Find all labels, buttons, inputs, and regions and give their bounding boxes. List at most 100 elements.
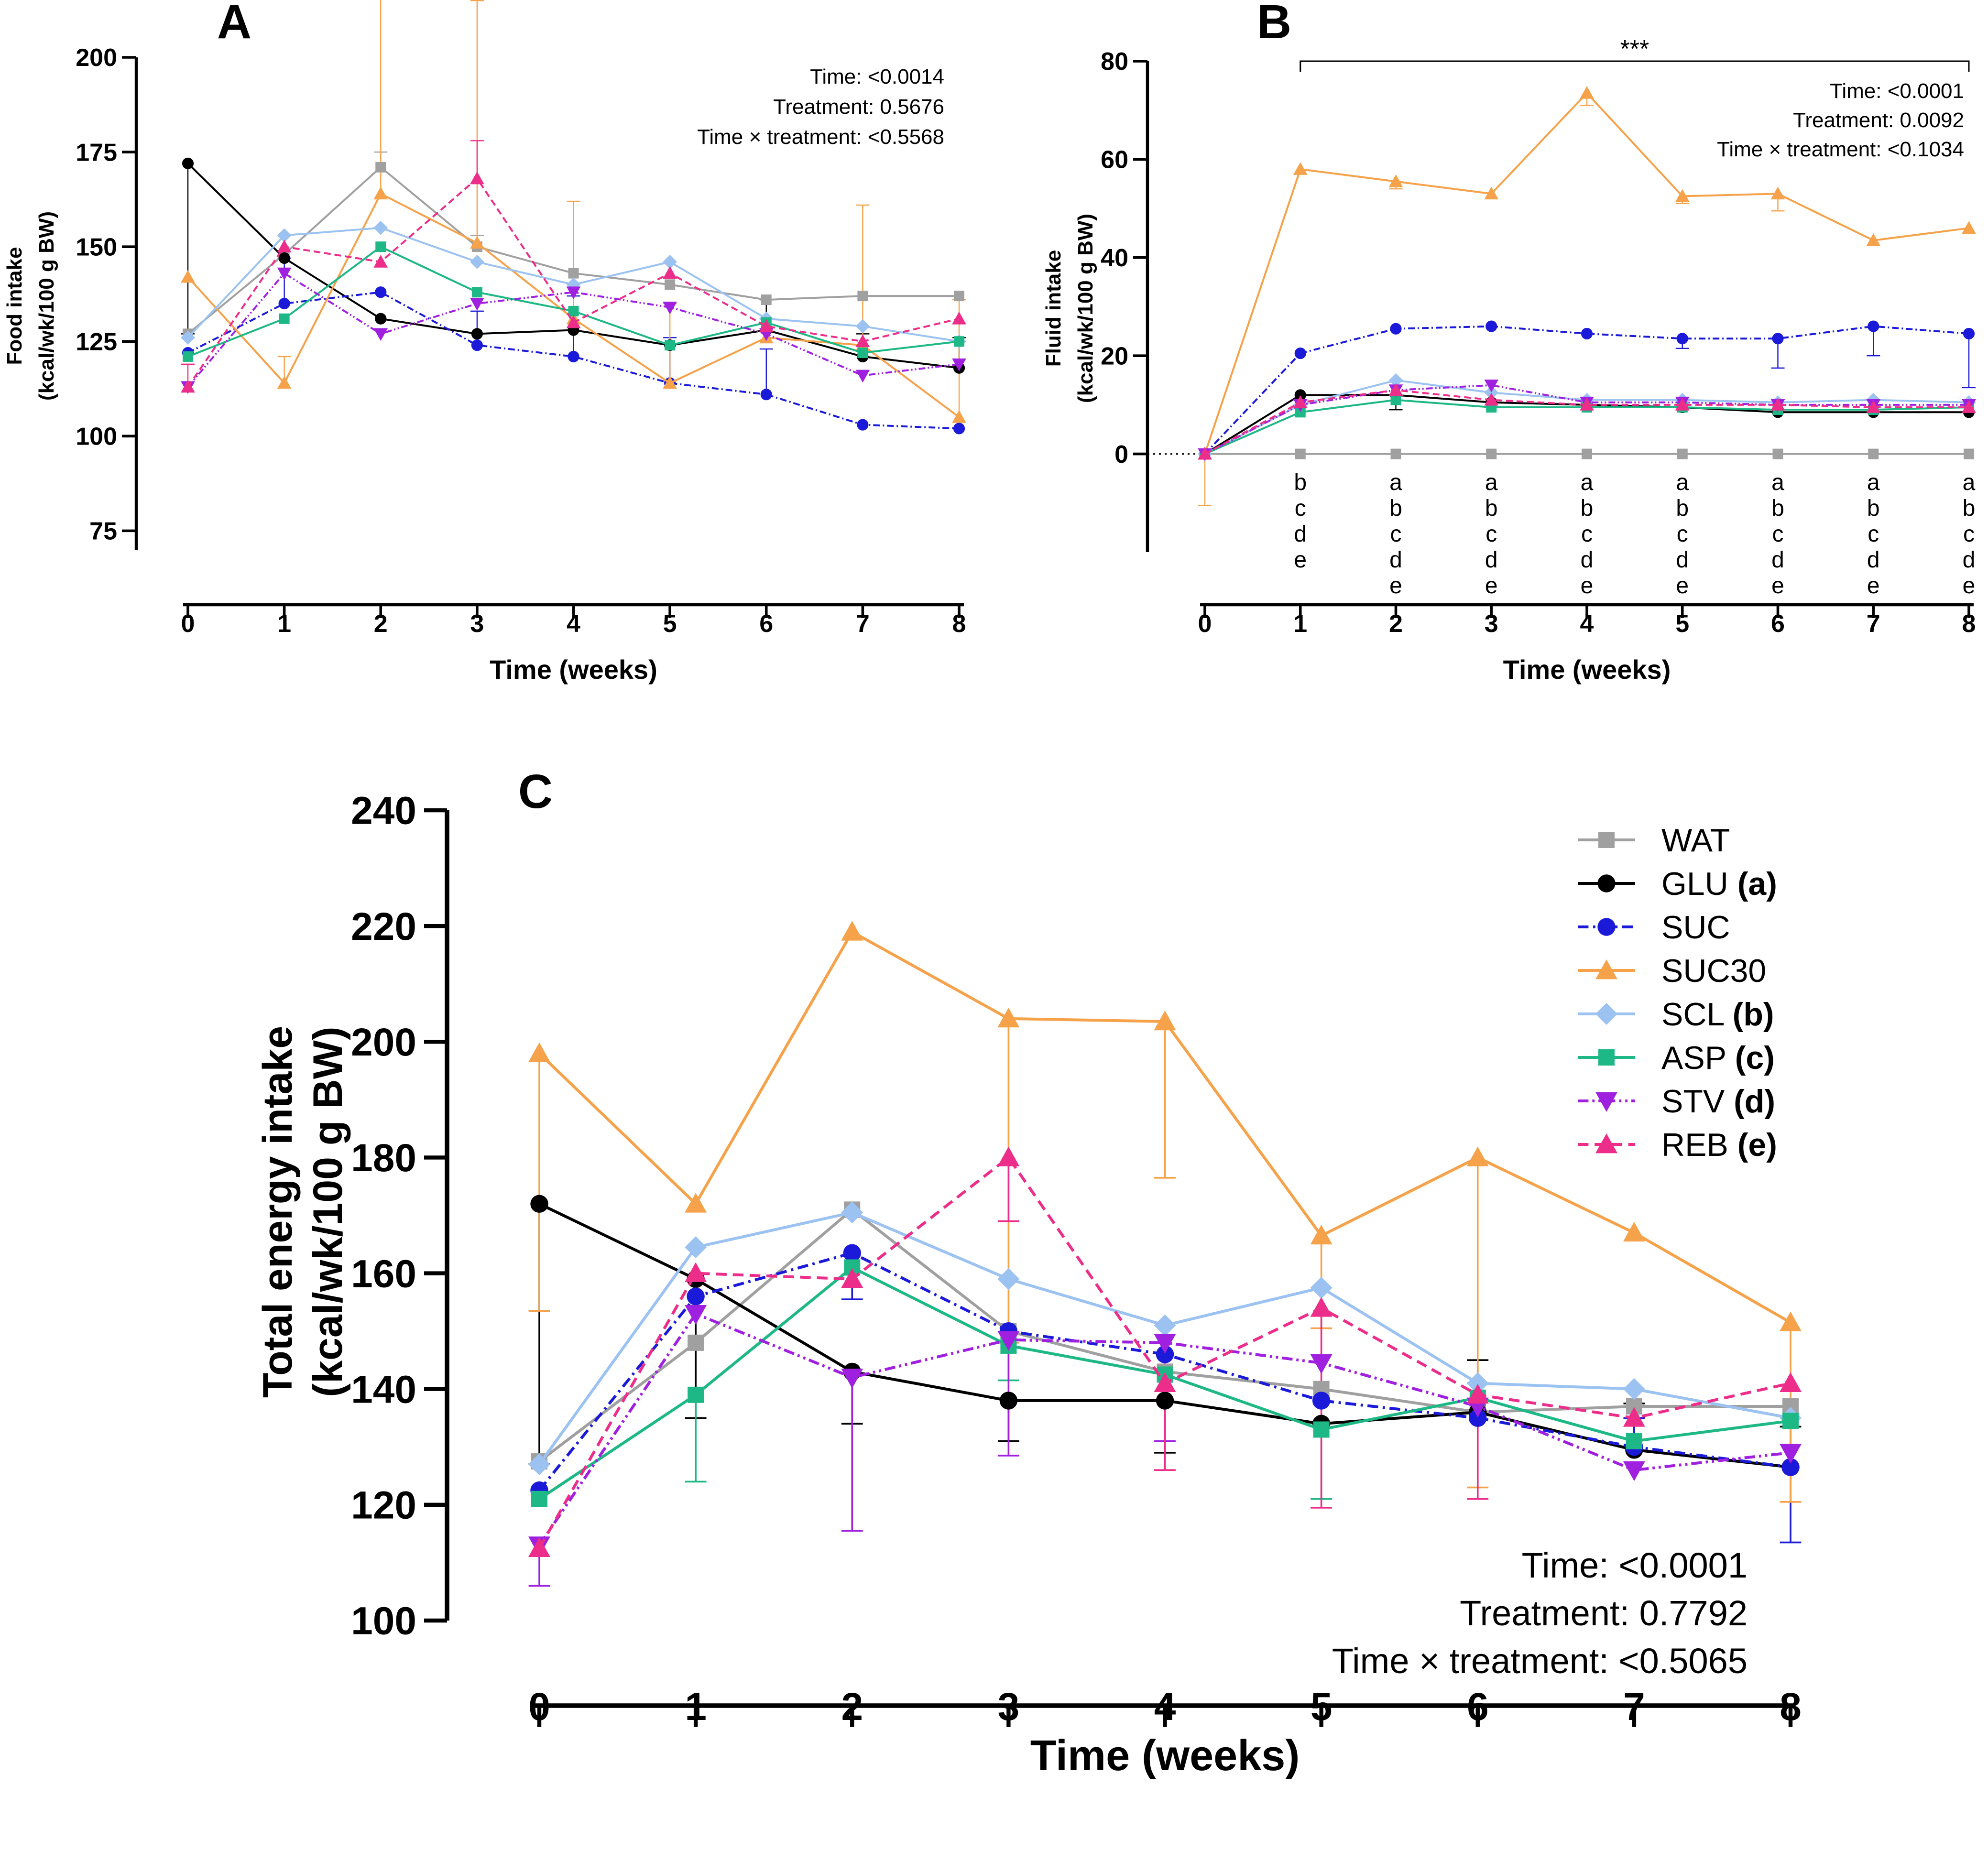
x-tick-label: 6 xyxy=(759,610,773,638)
data-point xyxy=(568,350,579,363)
data-point xyxy=(1623,1407,1645,1427)
data-point xyxy=(471,328,483,340)
y-tick-label: 240 xyxy=(351,789,416,833)
y-tick-label: 0 xyxy=(1114,441,1128,468)
x-tick-label: 2 xyxy=(841,1685,863,1729)
y-axis-title: Fluid intake xyxy=(1042,250,1065,367)
data-point xyxy=(841,921,863,941)
stats-line: Time × treatment: <0.5568 xyxy=(697,125,944,149)
data-point xyxy=(566,286,581,300)
data-point xyxy=(953,423,965,435)
data-point xyxy=(373,254,388,268)
data-point xyxy=(1466,1372,1489,1394)
data-point xyxy=(855,370,870,383)
data-point xyxy=(1310,1354,1333,1374)
significance-stars: *** xyxy=(1620,35,1649,63)
data-point xyxy=(857,291,868,302)
stats-line: Treatment: 0.7792 xyxy=(1460,1593,1748,1633)
data-point xyxy=(1154,1314,1176,1337)
data-point xyxy=(1390,323,1402,335)
legend-marker xyxy=(1598,832,1615,848)
data-point xyxy=(665,340,676,351)
data-point xyxy=(1623,1221,1645,1242)
y-tick-label: 200 xyxy=(351,1021,416,1064)
data-point xyxy=(1963,327,1975,340)
legend-group-tag: (d) xyxy=(1734,1083,1775,1120)
data-point xyxy=(954,291,964,302)
data-point xyxy=(855,319,870,334)
x-tick-label: 8 xyxy=(952,610,966,638)
legend-label: STV (d) xyxy=(1661,1083,1775,1120)
data-point xyxy=(1675,189,1690,202)
data-point xyxy=(688,1334,704,1351)
data-point xyxy=(181,330,195,345)
data-point xyxy=(1675,398,1690,411)
legend-item-stv: STV (d) xyxy=(1578,1083,1775,1120)
stats-line: Time × treatment: <0.1034 xyxy=(1717,138,1964,161)
legend-group-tag: (b) xyxy=(1733,996,1774,1033)
y-tick-label: 180 xyxy=(351,1136,416,1180)
data-point xyxy=(1310,1297,1333,1317)
data-point xyxy=(566,277,581,292)
data-point xyxy=(1293,395,1308,408)
x-tick-label: 0 xyxy=(1198,610,1212,638)
y-axis-title: (kcal/wk/100 g BW) xyxy=(305,1026,351,1397)
y-axis-title: Total energy intake xyxy=(255,1026,301,1398)
legend-marker xyxy=(1595,1133,1617,1154)
data-point xyxy=(1677,448,1688,459)
y-axis-title: (kcal/wk/100 g BW) xyxy=(35,211,58,401)
data-point xyxy=(1676,333,1688,345)
x-tick-label: 6 xyxy=(1771,610,1785,638)
x-tick-label: 5 xyxy=(663,610,677,638)
legend-label: ASP (c) xyxy=(1661,1040,1775,1076)
data-point xyxy=(685,1236,707,1259)
y-tick-label: 160 xyxy=(351,1252,416,1295)
x-tick-label: 3 xyxy=(998,1685,1020,1729)
data-point xyxy=(841,1268,863,1288)
y-tick-label: 40 xyxy=(1101,244,1128,272)
legend-name: SUC xyxy=(1661,909,1730,946)
x-tick-label: 4 xyxy=(1580,610,1594,638)
legend-group-tag: (c) xyxy=(1735,1040,1775,1076)
data-point xyxy=(1294,347,1306,359)
legend-label: SCL (b) xyxy=(1661,996,1774,1033)
data-point xyxy=(1484,186,1499,200)
data-point xyxy=(1313,1421,1330,1438)
data-point xyxy=(1484,392,1499,406)
x-tick-label: 8 xyxy=(1780,1685,1802,1729)
y-tick-label: 100 xyxy=(76,423,117,451)
legend-marker xyxy=(1595,959,1617,979)
data-point xyxy=(1310,1224,1333,1245)
data-point xyxy=(181,380,195,393)
legend-marker xyxy=(1595,1092,1617,1112)
y-tick-label: 175 xyxy=(76,139,117,166)
data-point xyxy=(1312,1392,1331,1410)
data-point xyxy=(1770,186,1785,200)
panel-label: C xyxy=(518,765,553,818)
series-wat xyxy=(1200,448,1974,459)
y-tick-label: 150 xyxy=(76,233,117,261)
series-wat xyxy=(183,162,964,339)
data-point xyxy=(1295,407,1306,418)
legend-marker xyxy=(1595,1003,1617,1025)
data-point xyxy=(1866,400,1881,413)
data-point xyxy=(685,1305,707,1325)
data-point xyxy=(1388,383,1403,396)
data-point xyxy=(375,162,386,173)
data-point xyxy=(1390,394,1401,405)
x-tick-label: 5 xyxy=(1311,1685,1333,1729)
x-tick-label: 2 xyxy=(1389,610,1403,638)
y-axis-title: (kcal/wk/100 g BW) xyxy=(1074,214,1097,403)
data-point xyxy=(1294,389,1306,401)
data-point xyxy=(1484,379,1499,392)
data-point xyxy=(997,1007,1020,1028)
data-point xyxy=(999,1392,1018,1410)
data-point xyxy=(1154,1372,1176,1392)
